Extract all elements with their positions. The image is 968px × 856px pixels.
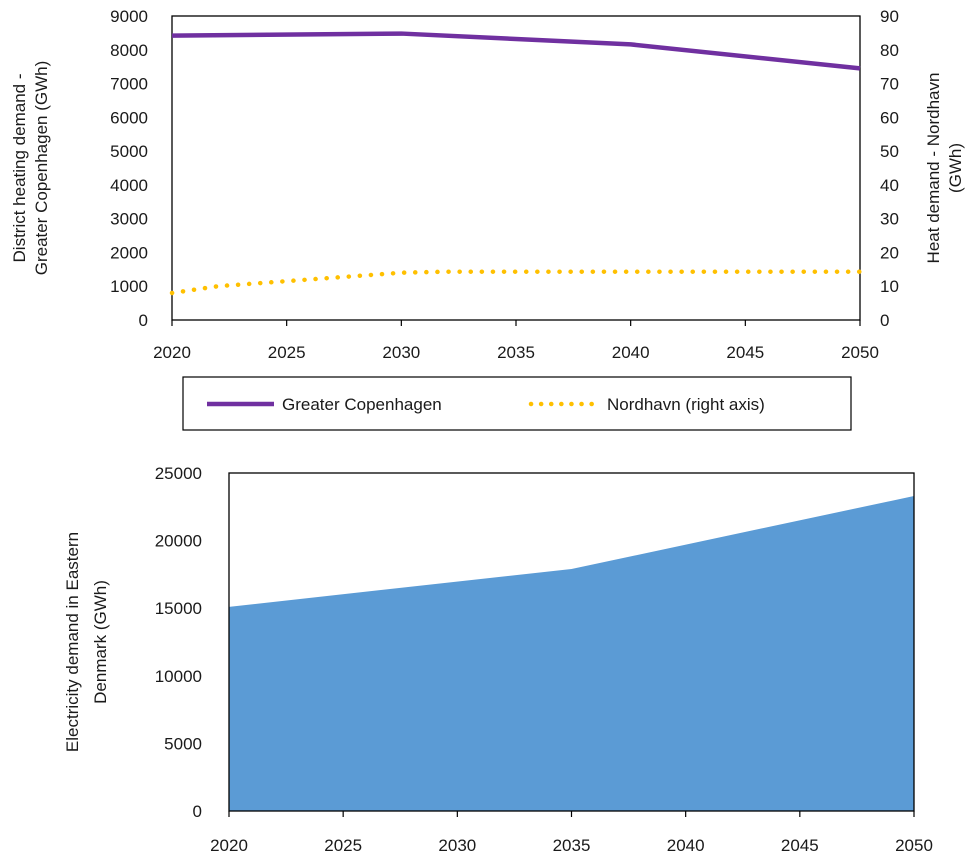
legend-label-greater-copenhagen: Greater Copenhagen bbox=[282, 395, 442, 414]
x-tick-label: 2025 bbox=[324, 836, 362, 855]
heating-demand-chart: District heating demand - Greater Copenha… bbox=[10, 7, 965, 431]
y2-tick-label: 70 bbox=[880, 75, 899, 94]
plot-area-frame bbox=[171, 15, 861, 321]
series-line-greater-copenhagen bbox=[171, 31, 861, 71]
x-tick-label: 2035 bbox=[497, 343, 535, 362]
legend: Greater Copenhagen Nordhavn (right axis) bbox=[182, 376, 852, 431]
y2-tick-label: 60 bbox=[880, 108, 899, 127]
x-tick-label: 2040 bbox=[612, 343, 650, 362]
x-tick-label: 2025 bbox=[268, 343, 306, 362]
x-tick-label: 2020 bbox=[210, 836, 248, 855]
y2-tick-label: 30 bbox=[880, 210, 899, 229]
y-tick-label: 15000 bbox=[155, 599, 202, 618]
y2-tick-label: 90 bbox=[880, 7, 899, 26]
x-tick-label: 2030 bbox=[382, 343, 420, 362]
y-tick-label: 0 bbox=[193, 802, 202, 821]
y-axis-title: Electricity demand in Eastern Denmark (GW… bbox=[63, 532, 110, 752]
y2-tick-label: 40 bbox=[880, 176, 899, 195]
y-tick-label: 2000 bbox=[110, 243, 148, 262]
x-tick-label: 2050 bbox=[841, 343, 879, 362]
y-tick-label: 3000 bbox=[110, 210, 148, 229]
y-tick-label: 25000 bbox=[155, 464, 202, 483]
y-tick-label: 5000 bbox=[110, 142, 148, 161]
y2-tick-label: 10 bbox=[880, 277, 899, 296]
y2-tick-label: 80 bbox=[880, 41, 899, 60]
y2-tick-label: 20 bbox=[880, 243, 899, 262]
y-tick-label: 7000 bbox=[110, 75, 148, 94]
y-tick-label: 6000 bbox=[110, 108, 148, 127]
right-axis-title: Heat demand - Nordhavn (GWh) bbox=[924, 73, 965, 264]
electricity-demand-chart: Electricity demand in Eastern Denmark (GW… bbox=[63, 464, 933, 855]
x-tick-label: 2045 bbox=[781, 836, 819, 855]
legend-box bbox=[182, 376, 852, 431]
y2-tick-label: 0 bbox=[880, 311, 889, 330]
x-tick-label: 2050 bbox=[895, 836, 933, 855]
left-axis-title: District heating demand - Greater Copenha… bbox=[10, 61, 51, 276]
y-tick-label: 5000 bbox=[164, 734, 202, 753]
x-tick-label: 2040 bbox=[667, 836, 705, 855]
y-tick-label: 0 bbox=[139, 311, 148, 330]
x-tick-label: 2045 bbox=[726, 343, 764, 362]
y-tick-label: 8000 bbox=[110, 41, 148, 60]
area-electricity-demand bbox=[229, 495, 914, 811]
y2-tick-label: 50 bbox=[880, 142, 899, 161]
y-tick-label: 1000 bbox=[110, 277, 148, 296]
y-tick-label: 10000 bbox=[155, 667, 202, 686]
legend-label-nordhavn: Nordhavn (right axis) bbox=[607, 395, 765, 414]
x-tick-label: 2035 bbox=[553, 836, 591, 855]
y-tick-label: 4000 bbox=[110, 176, 148, 195]
x-tick-label: 2020 bbox=[153, 343, 191, 362]
series-line-nordhavn bbox=[169, 269, 863, 296]
y-tick-label: 20000 bbox=[155, 532, 202, 551]
y-tick-label: 9000 bbox=[110, 7, 148, 26]
x-tick-label: 2030 bbox=[438, 836, 476, 855]
